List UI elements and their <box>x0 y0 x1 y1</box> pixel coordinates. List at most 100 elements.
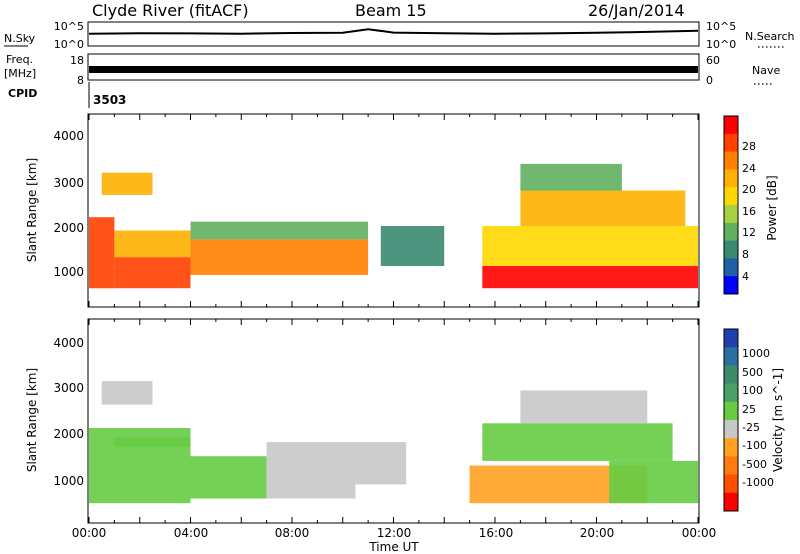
cpid-label: CPID <box>8 87 37 100</box>
power-panel-ticks <box>88 114 699 307</box>
colorbar-segment <box>724 329 738 348</box>
colorbar-segment <box>724 420 738 439</box>
velocity-scale-tick-neg25: -25 <box>742 421 760 434</box>
freq-tick-right-top: 60 <box>706 54 720 67</box>
xlabel: Time UT <box>368 540 419 554</box>
velocity-scale-tick-neg100: -100 <box>742 439 767 452</box>
power-scale-tick-12: 12 <box>742 226 756 239</box>
power-scale-tick-16: 16 <box>742 205 756 218</box>
colorbar-segment <box>724 205 738 224</box>
heatmap-region <box>114 230 191 258</box>
power-scale-tick-24: 24 <box>742 162 756 175</box>
sky-noise-line <box>88 28 699 35</box>
colorbar-segment <box>724 151 738 170</box>
xtick-0000: 00:00 <box>72 526 107 540</box>
xtick-1600: 16:00 <box>479 526 514 540</box>
velocity-ytick-1000: 1000 <box>53 474 84 488</box>
xtick-2000: 20:00 <box>580 526 615 540</box>
power-scale-tick-8: 8 <box>742 248 749 261</box>
power-ytick-4000: 4000 <box>53 129 84 143</box>
velocity-colorbar-frame <box>723 328 739 512</box>
sky-tick-left-top: 10^5 <box>54 20 84 33</box>
heatmap-region <box>520 190 686 226</box>
heatmap-region <box>101 381 153 405</box>
power-ytick-3000: 3000 <box>53 176 84 190</box>
heatmap-region <box>609 460 698 504</box>
colorbar-segment <box>724 133 738 153</box>
heatmap-region <box>482 423 673 461</box>
power-scale-tick-28: 28 <box>742 140 756 153</box>
sky-tick-right-top: 10^5 <box>706 20 736 33</box>
freq-label-top: Freq. <box>6 53 33 66</box>
colorbar-segment <box>724 383 738 403</box>
power-colorbar <box>724 116 738 295</box>
sky-panel-frame <box>87 21 700 47</box>
heatmap-region <box>101 172 153 195</box>
freq-panel-frame <box>87 53 700 81</box>
sky-left-label: N.Sky <box>4 32 36 45</box>
power-scale-title: Power [dB] <box>765 175 779 240</box>
velocity-ytick-2000: 2000 <box>53 427 84 441</box>
velocity-scale-tick-100: 100 <box>742 384 763 397</box>
velocity-scale-title: Velocity [m s^-1] <box>771 368 785 472</box>
nave-label: Nave <box>752 64 780 77</box>
power-ytick-2000: 2000 <box>53 221 84 235</box>
velocity-heatmap-data <box>89 381 698 504</box>
sky-right-label: N.Search <box>745 30 795 43</box>
cpid-value: 3503 <box>93 93 126 107</box>
velocity-colorbar <box>724 329 738 512</box>
heatmap-region <box>114 437 191 447</box>
sky-tick-right-bottom: 10^0 <box>706 38 736 51</box>
power-scale-tick-4: 4 <box>742 270 749 283</box>
xtick-1200: 12:00 <box>377 526 412 540</box>
colorbar-segment <box>724 474 738 494</box>
velocity-scale-tick-500: 500 <box>742 366 763 379</box>
colorbar-segment <box>724 187 738 206</box>
colorbar-segment <box>724 492 738 512</box>
power-colorbar-frame <box>723 115 739 295</box>
heatmap-region <box>190 456 267 499</box>
velocity-ytick-3000: 3000 <box>53 381 84 395</box>
date-title: 26/Jan/2014 <box>588 1 685 20</box>
heatmap-region <box>482 226 698 266</box>
freq-tick-left-bottom: 8 <box>77 74 84 87</box>
colorbar-segment <box>724 240 738 259</box>
freq-label-units: [MHz] <box>4 67 36 80</box>
velocity-scale-tick-1000: 1000 <box>742 347 770 360</box>
velocity-scale-tick-25: 25 <box>742 403 756 416</box>
colorbar-segment <box>724 456 738 476</box>
colorbar-segment <box>724 401 738 421</box>
freq-tick-left-top: 18 <box>70 54 84 67</box>
heatmap-region <box>266 442 356 499</box>
sky-tick-left-bottom: 10^0 <box>54 38 84 51</box>
beam-title: Beam 15 <box>355 1 427 20</box>
colorbar-segment <box>724 365 738 385</box>
heatmap-region <box>114 257 191 289</box>
heatmap-region <box>190 239 369 275</box>
colorbar-segment <box>724 222 738 242</box>
power-scale-tick-20: 20 <box>742 183 756 196</box>
heatmap-region <box>190 221 369 240</box>
power-heatmap-data <box>89 163 698 289</box>
heatmap-region <box>482 266 698 289</box>
freq-tick-right-bottom: 0 <box>706 74 713 87</box>
xtick-2400: 00:00 <box>682 526 717 540</box>
velocity-scale-tick-neg1000: -1000 <box>742 476 774 489</box>
freq-band <box>89 66 698 73</box>
heatmap-region <box>380 226 445 266</box>
heatmap-region <box>355 442 407 485</box>
velocity-ylabel: Slant Range [km] <box>25 368 39 472</box>
heatmap-region <box>520 390 648 424</box>
colorbar-segment <box>724 169 738 188</box>
colorbar-segment <box>724 276 738 295</box>
colorbar-segment <box>724 116 738 135</box>
station-title: Clyde River (fitACF) <box>92 1 249 20</box>
power-ytick-1000: 1000 <box>53 265 84 279</box>
power-ylabel: Slant Range [km] <box>25 158 39 262</box>
heatmap-region <box>89 217 115 289</box>
velocity-panel-ticks <box>88 319 699 523</box>
xtick-0800: 08:00 <box>275 526 310 540</box>
velocity-scale-tick-neg500: -500 <box>742 458 767 471</box>
colorbar-segment <box>724 258 738 277</box>
xtick-0400: 04:00 <box>174 526 209 540</box>
